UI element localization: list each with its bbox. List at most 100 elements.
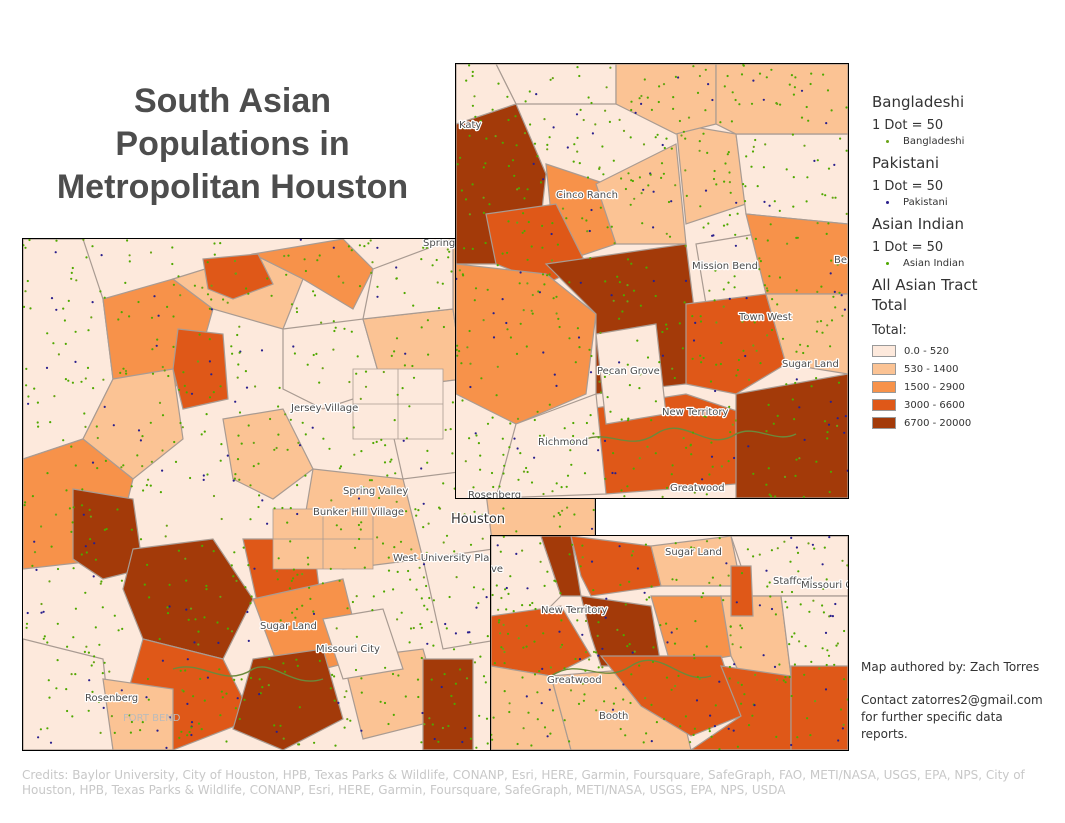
population-dot <box>155 344 158 347</box>
population-dot <box>684 279 688 282</box>
population-dot <box>390 458 393 461</box>
population-dot <box>534 607 537 611</box>
population-dot <box>661 330 664 334</box>
population-dot <box>523 229 526 233</box>
population-dot <box>230 630 234 633</box>
population-dot <box>604 477 607 480</box>
population-dot <box>539 181 543 184</box>
population-dot <box>685 446 688 449</box>
population-dot <box>546 274 549 277</box>
population-dot <box>461 399 464 402</box>
population-dot <box>671 367 674 370</box>
population-dot <box>473 299 476 302</box>
population-dot <box>202 478 205 481</box>
population-dot <box>768 581 771 584</box>
population-dot <box>70 445 73 448</box>
population-dot <box>203 616 206 619</box>
population-dot <box>793 663 796 666</box>
population-dot <box>700 361 703 364</box>
population-dot <box>85 645 88 648</box>
label-fort-bend: FORT BEND <box>123 713 181 724</box>
population-dot <box>99 582 102 585</box>
population-dot <box>728 677 731 680</box>
population-dot <box>578 162 581 165</box>
population-dot <box>201 544 204 547</box>
population-dot <box>763 284 766 287</box>
population-dot <box>673 376 676 380</box>
population-dot <box>360 450 363 453</box>
population-dot <box>841 727 844 730</box>
population-dot <box>193 641 196 644</box>
population-dot <box>443 673 446 676</box>
population-dot <box>484 162 487 165</box>
population-dot <box>509 422 512 425</box>
population-dot <box>29 307 32 310</box>
population-dot <box>584 651 588 654</box>
population-dot <box>671 578 674 581</box>
population-dot <box>422 502 425 505</box>
population-dot <box>148 596 151 599</box>
population-dot <box>527 711 530 714</box>
population-dot <box>731 643 734 646</box>
population-dot <box>445 534 449 537</box>
population-dot <box>796 236 799 239</box>
population-dot <box>257 505 260 509</box>
population-dot <box>655 721 658 724</box>
population-dot <box>632 289 636 292</box>
population-dot <box>139 538 143 541</box>
population-dot <box>430 620 433 624</box>
population-dot <box>267 684 270 687</box>
population-dot <box>644 697 647 700</box>
population-dot <box>610 294 613 297</box>
population-dot <box>785 168 788 171</box>
population-dot <box>704 415 707 418</box>
inset-map-west-frame[interactable]: Katy Cinco Ranch Mission Bend Be Town We… <box>455 63 849 499</box>
population-dot <box>597 621 600 624</box>
population-dot <box>616 275 619 278</box>
population-dot <box>790 635 793 638</box>
population-dot <box>539 542 542 545</box>
population-dot <box>351 600 354 604</box>
population-dot <box>237 434 240 437</box>
population-dot <box>614 472 617 475</box>
population-dot <box>230 564 233 567</box>
population-dot <box>710 441 713 444</box>
population-dot <box>582 118 585 122</box>
population-dot <box>528 90 531 93</box>
population-dot <box>492 716 495 719</box>
population-dot <box>762 166 765 169</box>
population-dot <box>56 659 59 662</box>
population-dot <box>141 721 144 724</box>
population-dot <box>616 628 619 631</box>
population-dot <box>454 632 457 635</box>
population-dot <box>354 668 358 672</box>
inset-map-south-frame[interactable]: Sugar Land Stafford Missouri City New Te… <box>490 535 849 751</box>
population-dot <box>382 370 385 374</box>
population-dot <box>427 522 430 525</box>
population-dot <box>163 369 166 372</box>
population-dot <box>94 558 97 561</box>
population-dot <box>728 171 731 174</box>
population-dot <box>684 137 687 140</box>
population-dot <box>719 584 722 587</box>
population-dot <box>43 635 46 638</box>
population-dot <box>147 698 150 701</box>
population-dot <box>681 347 684 350</box>
population-dot <box>200 433 203 436</box>
label-jersey-village: Jersey Village <box>290 403 358 414</box>
population-dot <box>650 740 653 743</box>
population-dot <box>64 378 67 381</box>
population-dot <box>713 169 716 173</box>
population-dot <box>826 437 829 440</box>
population-dot <box>492 312 495 315</box>
population-dot <box>665 486 669 489</box>
population-dot <box>840 294 843 297</box>
population-dot <box>201 286 204 289</box>
population-dot <box>212 391 215 394</box>
population-dot <box>122 464 125 467</box>
population-dot <box>275 570 279 573</box>
population-dot <box>793 632 796 635</box>
population-dot <box>26 611 29 615</box>
population-dot <box>301 421 304 424</box>
population-dot <box>759 362 762 365</box>
